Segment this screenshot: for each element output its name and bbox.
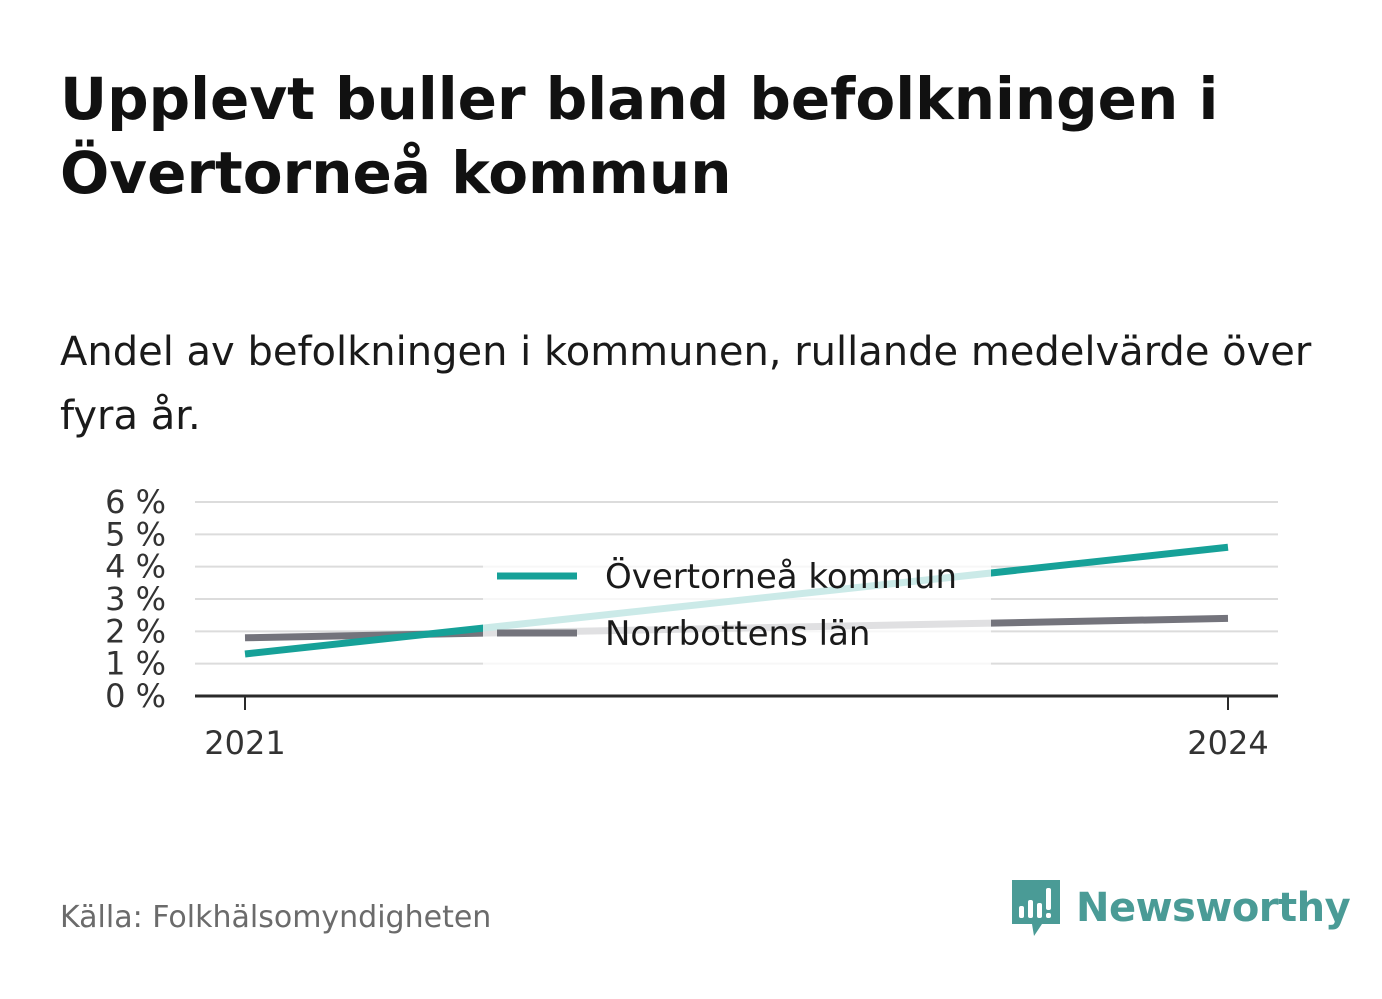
chart-title: Upplevt buller bland befolkningen i Över… bbox=[60, 65, 1219, 207]
y-tick-label: 5 % bbox=[105, 515, 166, 553]
y-tick-label: 4 % bbox=[105, 548, 166, 586]
legend-background bbox=[483, 550, 991, 665]
x-tick-label: 2024 bbox=[1187, 724, 1268, 762]
y-tick-label: 2 % bbox=[105, 612, 166, 650]
source-note: Källa: Folkhälsomyndigheten bbox=[60, 900, 492, 935]
y-tick-label: 0 % bbox=[105, 677, 166, 715]
legend-label: Norrbottens län bbox=[605, 614, 870, 654]
y-tick-label: 6 % bbox=[105, 483, 166, 521]
brand-logo: Newsworthy bbox=[1010, 878, 1351, 938]
y-tick-label: 1 % bbox=[105, 645, 166, 683]
line-chart: 0 %1 %2 %3 %4 %5 %6 % 2021 2024 Övertorneå … bbox=[105, 483, 1278, 762]
newsworthy-logo-icon bbox=[1012, 880, 1060, 936]
chart-subtitle: Andel av befolkningen i kommunen, rullan… bbox=[60, 329, 1312, 439]
legend-label: Övertorneå kommun bbox=[605, 556, 957, 597]
y-tick-label: 3 % bbox=[105, 580, 166, 618]
x-tick-label: 2021 bbox=[204, 724, 285, 762]
brand-name: Newsworthy bbox=[1076, 885, 1351, 931]
